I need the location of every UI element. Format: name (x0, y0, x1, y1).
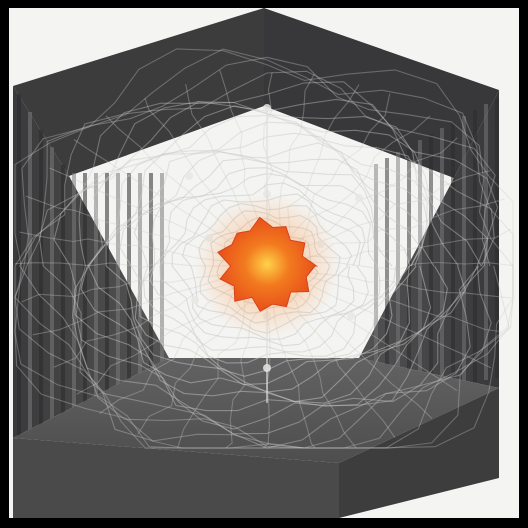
web-strand (105, 142, 424, 393)
web-node (347, 312, 355, 320)
web-node (355, 194, 363, 202)
web-strand (133, 158, 411, 377)
wall-stripe (50, 147, 54, 420)
wall-stripe (396, 152, 400, 396)
wall-stripe (61, 164, 65, 414)
wall-stripe (495, 98, 499, 378)
web-strand (119, 151, 421, 386)
web-strand (53, 101, 489, 435)
web-node (185, 172, 193, 180)
wall-stripe (451, 122, 455, 386)
wall-stripe (105, 173, 109, 392)
wall-stripe (374, 164, 378, 400)
cube-floor-front-right (339, 388, 499, 518)
wall-stripe (473, 110, 477, 382)
cube-top-left-face (13, 8, 264, 176)
wall-stripe (484, 104, 488, 380)
wall-stripe (83, 173, 87, 403)
left-wall-stripes (17, 94, 164, 437)
glowing-core (217, 216, 319, 312)
cube-floor-front-left (13, 438, 339, 518)
wall-stripe (429, 134, 433, 390)
wall-stripe (418, 140, 422, 392)
web-strand (75, 105, 482, 430)
wall-stripe (440, 128, 444, 388)
wall-stripe (72, 173, 76, 409)
image-canvas (9, 8, 519, 518)
web-strand (14, 48, 514, 449)
wall-stripe (462, 116, 466, 384)
cube-floor-top (13, 358, 499, 463)
wall-stripe (39, 129, 43, 425)
wall-stripe (127, 173, 131, 381)
wall-stripe (17, 94, 21, 437)
web-strand (73, 114, 466, 412)
wall-stripe (160, 173, 164, 365)
wall-stripe (138, 173, 142, 376)
wall-stripe (94, 173, 98, 398)
web-strand (80, 121, 448, 404)
web-strand (143, 167, 397, 364)
web-strand (14, 48, 514, 449)
wall-stripe (116, 173, 120, 387)
web-strand (14, 56, 514, 449)
web-strand (38, 98, 495, 449)
web-strand (87, 132, 432, 403)
web-strand (19, 81, 499, 449)
wall-stripe (385, 158, 389, 398)
web-node (191, 296, 199, 304)
web-strand (14, 70, 510, 449)
web-strand (159, 182, 369, 347)
wall-stripe (28, 112, 32, 431)
cube-scene (13, 8, 514, 518)
